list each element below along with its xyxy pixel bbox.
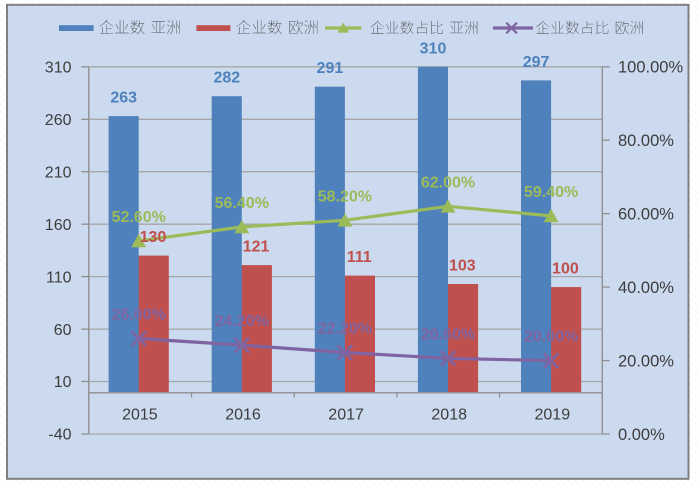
svg-text:100: 100 <box>552 261 579 278</box>
svg-text:282: 282 <box>213 70 240 87</box>
svg-text:263: 263 <box>110 90 137 107</box>
svg-text:310: 310 <box>420 40 447 57</box>
svg-text:297: 297 <box>523 54 550 71</box>
svg-text:80.00%: 80.00% <box>618 132 674 150</box>
svg-text:60: 60 <box>54 322 72 339</box>
svg-text:24.20%: 24.20% <box>215 313 269 330</box>
svg-text:20.00%: 20.00% <box>618 353 674 371</box>
svg-text:103: 103 <box>449 258 476 275</box>
svg-text:260: 260 <box>45 112 72 129</box>
svg-text:111: 111 <box>347 249 372 266</box>
svg-text:59.40%: 59.40% <box>524 184 578 201</box>
svg-text:2015: 2015 <box>122 406 158 423</box>
svg-text:56.40%: 56.40% <box>215 195 269 212</box>
svg-text:2016: 2016 <box>225 406 261 423</box>
svg-text:62.00%: 62.00% <box>421 174 475 191</box>
svg-text:26.00%: 26.00% <box>112 307 166 324</box>
svg-text:40.00%: 40.00% <box>618 279 674 297</box>
svg-text:52.60%: 52.60% <box>112 209 166 226</box>
svg-text:60.00%: 60.00% <box>618 206 674 224</box>
svg-text:58.20%: 58.20% <box>318 188 372 205</box>
svg-text:2018: 2018 <box>431 406 467 423</box>
svg-text:121: 121 <box>243 239 270 256</box>
svg-text:2019: 2019 <box>535 406 571 423</box>
svg-text:0.00%: 0.00% <box>618 426 665 444</box>
svg-text:130: 130 <box>140 229 167 246</box>
svg-text:160: 160 <box>45 217 72 234</box>
svg-text:210: 210 <box>45 164 72 181</box>
svg-text:110: 110 <box>46 269 72 286</box>
svg-text:22.20%: 22.20% <box>318 321 372 338</box>
svg-text:10: 10 <box>54 374 72 391</box>
svg-text:20.00%: 20.00% <box>524 329 578 346</box>
svg-text:2017: 2017 <box>328 406 364 423</box>
svg-text:310: 310 <box>45 60 72 77</box>
svg-text:-40: -40 <box>48 427 71 444</box>
svg-text:100.00%: 100.00% <box>618 59 683 77</box>
svg-text:20.60%: 20.60% <box>421 327 475 344</box>
svg-text:291: 291 <box>317 60 344 77</box>
